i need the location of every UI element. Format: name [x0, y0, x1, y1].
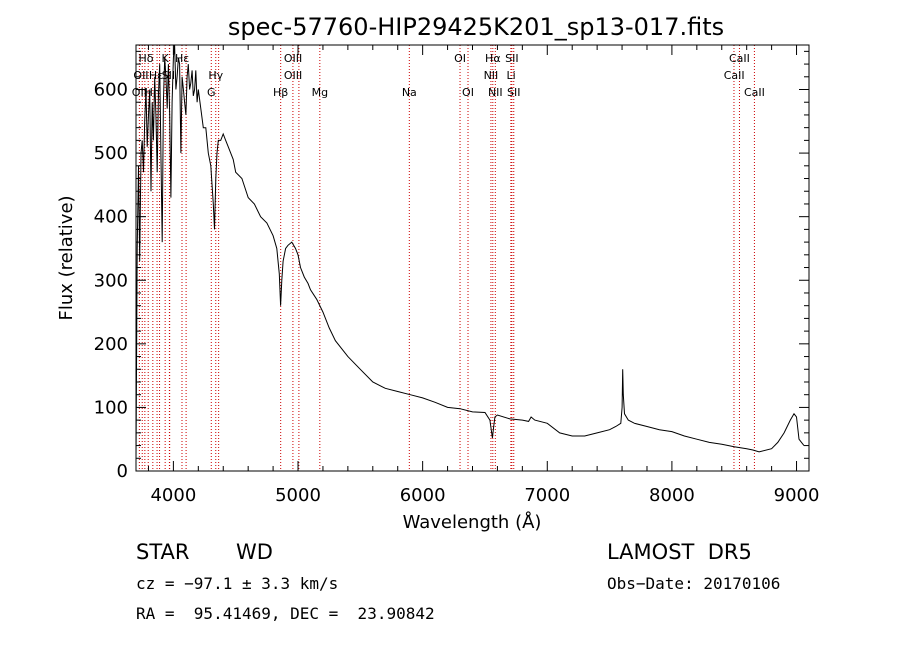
x-tick-label: 8000: [649, 485, 695, 506]
marker-label: SII: [505, 52, 518, 65]
y-tick-label: 0: [117, 461, 128, 482]
x-tick-label: 6000: [400, 485, 446, 506]
marker-label: K: [162, 52, 170, 65]
y-tick-label: 400: [94, 207, 128, 228]
marker-label: CaII: [744, 86, 765, 99]
marker-label: OIII: [284, 69, 302, 82]
y-tick-label: 200: [94, 334, 128, 355]
x-tick-label: 9000: [774, 485, 820, 506]
y-tick-label: 600: [94, 80, 128, 101]
marker-label: Hε: [175, 52, 189, 65]
redshift-velocity: cz = −97.1 ± 3.3 km/s: [136, 574, 339, 593]
marker-label: Hδ: [138, 52, 153, 65]
observation-date: Obs−Date: 20170106: [607, 574, 781, 593]
marker-label: G: [207, 86, 216, 99]
x-tick-label: 5000: [275, 485, 321, 506]
marker-label: OI: [454, 52, 466, 65]
marker-label: NII: [488, 86, 503, 99]
y-tick-label: 100: [94, 397, 128, 418]
y-tick-label: 500: [94, 143, 128, 164]
object-type: STAR: [136, 540, 190, 564]
spectrum-chart: spec-57760-HIP29425K201_sp13-017.fits Hδ…: [56, 13, 820, 533]
y-axis-ticks: 0 100 200 300 400 500 600: [94, 50, 809, 482]
spectrum-line: [135, 44, 805, 462]
y-tick-label: 300: [94, 270, 128, 291]
x-axis-ticks: 4000 5000 6000 7000 8000 9000: [147, 45, 820, 506]
object-subclass: WD: [236, 540, 273, 564]
marker-label: Na: [402, 86, 417, 99]
marker-label: SII: [507, 86, 520, 99]
marker-label: CaII: [724, 69, 745, 82]
marker-label: CaII: [729, 52, 750, 65]
marker-label: Hη: [145, 86, 160, 99]
y-axis-label: Flux (relative): [56, 195, 77, 320]
marker-label: Hβ: [273, 86, 288, 99]
x-axis-label: Wavelength (Å): [403, 511, 542, 533]
survey-name: LAMOST DR5: [607, 540, 752, 564]
marker-label: OI: [462, 86, 474, 99]
coordinates: RA = 95.41469, DEC = 23.90842: [136, 604, 435, 623]
marker-label: Mg: [312, 86, 328, 99]
plot-frame: [135, 44, 810, 472]
marker-label: Hγ: [208, 69, 223, 82]
x-tick-label: 4000: [150, 485, 196, 506]
marker-label: OIII: [284, 52, 302, 65]
marker-label: Hα: [485, 52, 501, 65]
marker-label: NII: [484, 69, 499, 82]
marker-label: Li: [507, 69, 516, 82]
x-tick-label: 7000: [524, 485, 570, 506]
marker-label: OII: [133, 69, 148, 82]
chart-title: spec-57760-HIP29425K201_sp13-017.fits: [228, 13, 724, 41]
